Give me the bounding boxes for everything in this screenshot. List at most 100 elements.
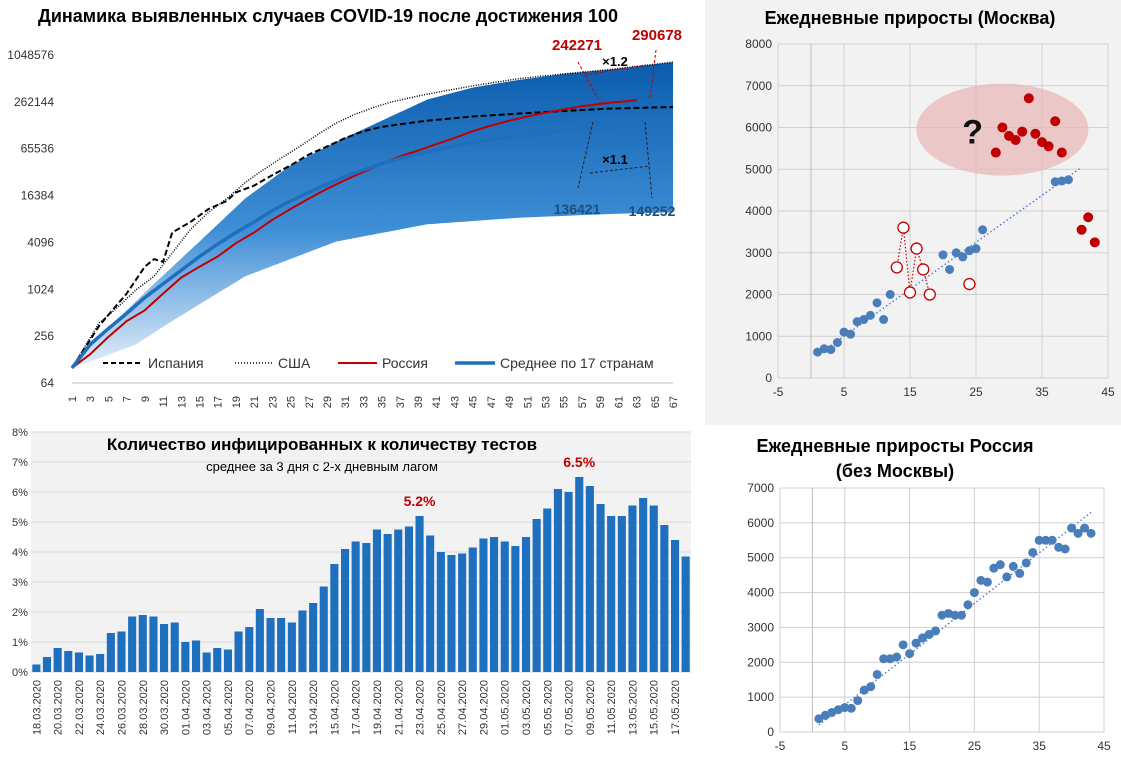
tests-bar: [436, 552, 445, 672]
tests-bar: [607, 516, 616, 672]
russia-point: [1086, 528, 1096, 538]
cases-x-tick: 19: [231, 396, 243, 408]
moscow-red-point: [1017, 126, 1028, 137]
russia-point: [1021, 558, 1031, 568]
cases-x-tick: 39: [413, 396, 425, 408]
tests-x-tick: 28.03.2020: [138, 680, 150, 735]
tests-bar: [32, 664, 41, 672]
russia-point: [1067, 523, 1077, 533]
cases-title: Динамика выявленных случаев COVID-19 пос…: [38, 6, 618, 26]
tests-bar: [287, 622, 296, 672]
cases-x-tick: 65: [650, 396, 662, 408]
cases-chart-panel: Динамика выявленных случаев COVID-19 пос…: [0, 0, 690, 428]
cases-x-tick: 55: [559, 396, 571, 408]
tests-bar: [543, 508, 552, 672]
moscow-hollow-point: [903, 286, 917, 299]
tests-bar: [64, 651, 73, 672]
moscow-hollow-point: [897, 221, 910, 234]
hollow-points-link: [896, 227, 931, 295]
cases-annotations: 242271 290678 ×1.2 ×1.1 136421 149252: [552, 27, 682, 219]
tests-bar: [213, 648, 222, 672]
tests-bar: [490, 537, 499, 672]
scatter-x-tick: 5: [841, 739, 848, 753]
question-mark-label: ?: [962, 113, 983, 151]
cases-x-tick: 27: [304, 396, 316, 408]
cases-range-band: [72, 62, 673, 368]
russia-point: [1073, 528, 1083, 538]
tests-bar: [277, 618, 286, 672]
cases-x-tick: 53: [541, 396, 553, 408]
tests-title: Количество инфицированных к количеству т…: [107, 435, 537, 454]
cases-x-tick: 31: [340, 396, 352, 408]
moscow-point: [1050, 177, 1060, 187]
tests-bar: [479, 538, 488, 672]
tests-y-tick: 8%: [12, 428, 28, 439]
tests-x-tick: 01.05.2020: [500, 680, 512, 735]
moscow-red-point: [1043, 141, 1054, 152]
tests-x-tick: 24.03.2020: [95, 680, 107, 735]
russia-point: [1028, 547, 1038, 557]
tests-bar: [170, 622, 179, 672]
tests-bar: [351, 541, 360, 672]
tests-bar: [585, 486, 594, 672]
tests-bar: [553, 489, 562, 672]
moscow-red-point: [1010, 135, 1021, 146]
cases-y-tick: 262144: [14, 95, 54, 109]
russia-value-label: 242271: [552, 37, 602, 54]
tests-bar: [117, 631, 126, 672]
moscow-hollow-point: [910, 242, 923, 255]
series-spain-line: [71, 106, 674, 369]
series-usa-line: [71, 61, 674, 369]
scatter-y-tick: 8000: [745, 37, 772, 51]
scatter-y-tick: 1000: [745, 329, 772, 343]
legend-usa: США: [278, 355, 311, 371]
cases-y-tick: 16384: [21, 189, 55, 203]
cases-x-tick: 5: [103, 396, 115, 402]
tests-chart-panel: Количество инфицированных к количеству т…: [0, 427, 700, 763]
tests-x-tick: 11.04.2020: [287, 680, 299, 734]
tests-bar: [660, 525, 669, 672]
tests-x-tick: 30.03.2020: [159, 680, 171, 735]
scatter-y-tick: 7000: [747, 481, 774, 495]
scatter-x-tick: 15: [903, 739, 917, 753]
tests-bar: [149, 616, 158, 672]
tests-y-tick: 5%: [12, 517, 28, 529]
moscow-red-point: [1083, 212, 1094, 223]
tests-x-tick: 20.03.2020: [53, 680, 65, 735]
russia-point: [911, 638, 921, 648]
tests-chart: Количество инфицированных к количеству т…: [12, 427, 691, 735]
russia-point: [840, 703, 850, 713]
moscow-point: [978, 225, 988, 235]
moscow-point: [885, 290, 895, 299]
tests-bar: [138, 615, 147, 672]
tests-bar: [202, 652, 211, 672]
tests-x-tick: 09.05.2020: [585, 680, 597, 735]
tests-x-tick: 01.04.2020: [180, 680, 192, 735]
scatter-y-tick: 1000: [747, 690, 774, 704]
moscow-point: [938, 250, 948, 260]
tests-bar: [511, 546, 520, 672]
russia-point: [866, 682, 876, 692]
tests-bar: [53, 648, 62, 672]
tests-bar: [447, 555, 456, 672]
cases-y-tick: 256: [34, 329, 54, 343]
tests-bar: [468, 547, 477, 672]
cases-x-tick: 23: [267, 396, 279, 408]
russia-point: [956, 610, 966, 620]
tests-x-tick: 22.03.2020: [74, 680, 86, 735]
cases-x-tick: 1: [67, 396, 79, 402]
tests-bar: [309, 603, 318, 672]
tests-bar: [266, 618, 275, 672]
tests-bar: [617, 516, 626, 672]
tests-x-tick: 07.04.2020: [244, 680, 256, 735]
tests-x-tick: 13.05.2020: [627, 680, 639, 735]
russia-point: [905, 649, 915, 659]
moscow-point: [826, 345, 836, 355]
cases-x-tick: 11: [158, 396, 170, 407]
tests-x-tick: 03.05.2020: [521, 680, 533, 735]
moscow-point: [958, 252, 968, 262]
moscow-point: [819, 344, 829, 354]
scatter-x-tick: 45: [1101, 385, 1115, 399]
tests-bar: [181, 642, 190, 672]
tests-x-tick: 11.05.2020: [606, 680, 618, 734]
